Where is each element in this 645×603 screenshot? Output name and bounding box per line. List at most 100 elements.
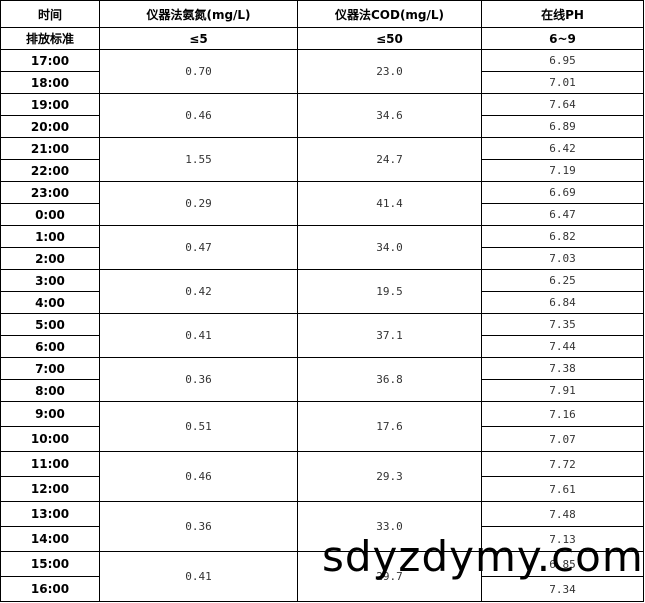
time-cell: 13:00 (0, 501, 100, 527)
ph-cell: 6.85 (481, 551, 644, 577)
ph-cell: 6.42 (481, 137, 644, 160)
standard-cell: 排放标准 (0, 27, 100, 50)
ph-cell: 7.01 (481, 71, 644, 94)
time-cell: 19:00 (0, 93, 100, 116)
ph-cell: 7.07 (481, 426, 644, 452)
cod-cell: 29.7 (297, 551, 482, 602)
ammonia-cell: 0.41 (99, 551, 298, 602)
ph-cell: 7.16 (481, 401, 644, 427)
ammonia-cell: 0.41 (99, 313, 298, 358)
ammonia-cell: 1.55 (99, 137, 298, 182)
header-cell: 时间 (0, 0, 100, 28)
data-row: 3:00 0.42 19.5 6.25 (0, 269, 644, 314)
cod-cell: 34.6 (297, 93, 482, 138)
time-cell: 20:00 (0, 115, 100, 138)
data-row: 19:00 0.46 34.6 7.64 (0, 93, 644, 138)
data-row: 17:00 0.70 23.0 6.95 (0, 49, 644, 94)
time-cell: 22:00 (0, 159, 100, 182)
ph-cell: 7.72 (481, 451, 644, 477)
standard-cell: ≤50 (297, 27, 482, 50)
cod-cell: 29.3 (297, 451, 482, 502)
time-cell: 7:00 (0, 357, 100, 380)
ph-cell: 7.91 (481, 379, 644, 402)
time-cell: 8:00 (0, 379, 100, 402)
time-cell: 21:00 (0, 137, 100, 160)
ph-cell: 7.44 (481, 335, 644, 358)
cod-cell: 41.4 (297, 181, 482, 226)
time-cell: 1:00 (0, 225, 100, 248)
ph-cell: 7.03 (481, 247, 644, 270)
ph-cell: 7.61 (481, 476, 644, 502)
ph-cell: 7.64 (481, 93, 644, 116)
ph-cell: 7.19 (481, 159, 644, 182)
data-row: 16:00 7.34 (0, 576, 644, 602)
ammonia-cell: 0.47 (99, 225, 298, 270)
cod-cell: 23.0 (297, 49, 482, 94)
ph-cell: 6.84 (481, 291, 644, 314)
data-row: 11:00 0.46 29.3 7.72 (0, 451, 644, 502)
data-row: 2:00 7.03 (0, 247, 644, 270)
time-cell: 0:00 (0, 203, 100, 226)
ph-cell: 6.25 (481, 269, 644, 292)
data-row: 22:00 7.19 (0, 159, 644, 182)
time-cell: 5:00 (0, 313, 100, 336)
cod-cell: 33.0 (297, 501, 482, 552)
cod-cell: 37.1 (297, 313, 482, 358)
header-cell: 仪器法氨氮(mg/L) (99, 0, 298, 28)
ph-cell: 6.95 (481, 49, 644, 72)
time-cell: 12:00 (0, 476, 100, 502)
data-row: 13:00 0.36 33.0 7.48 (0, 501, 644, 552)
cod-cell: 17.6 (297, 401, 482, 452)
data-row: 14:00 7.13 (0, 526, 644, 552)
data-row: 10:00 7.07 (0, 426, 644, 452)
time-cell: 16:00 (0, 576, 100, 602)
data-row: 8:00 7.91 (0, 379, 644, 402)
watermark: sdyzdymy.com (322, 532, 644, 581)
ammonia-cell: 0.70 (99, 49, 298, 94)
cod-cell: 36.8 (297, 357, 482, 402)
time-cell: 9:00 (0, 401, 100, 427)
header-cell: 仪器法COD(mg/L) (297, 0, 482, 28)
data-row: 6:00 7.44 (0, 335, 644, 358)
cod-cell: 34.0 (297, 225, 482, 270)
time-cell: 4:00 (0, 291, 100, 314)
time-cell: 18:00 (0, 71, 100, 94)
standard-cell: ≤5 (99, 27, 298, 50)
header-cell: 在线PH (481, 0, 644, 28)
time-cell: 6:00 (0, 335, 100, 358)
time-cell: 17:00 (0, 49, 100, 72)
time-cell: 3:00 (0, 269, 100, 292)
ammonia-cell: 0.36 (99, 357, 298, 402)
time-cell: 11:00 (0, 451, 100, 477)
header-row: 时间 仪器法氨氮(mg/L) 仪器法COD(mg/L) 在线PH (0, 0, 644, 28)
ph-cell: 6.82 (481, 225, 644, 248)
ph-cell: 6.89 (481, 115, 644, 138)
data-row: 9:00 0.51 17.6 7.16 (0, 401, 644, 452)
data-row: 15:00 0.41 29.7 6.85 (0, 551, 644, 602)
ammonia-cell: 0.51 (99, 401, 298, 452)
time-cell: 2:00 (0, 247, 100, 270)
ammonia-cell: 0.29 (99, 181, 298, 226)
cod-cell: 24.7 (297, 137, 482, 182)
data-row: 1:00 0.47 34.0 6.82 (0, 225, 644, 270)
standard-row: 排放标准 ≤5 ≤50 6~9 (0, 27, 644, 50)
standard-cell: 6~9 (481, 27, 644, 50)
cod-cell: 19.5 (297, 269, 482, 314)
data-row: 5:00 0.41 37.1 7.35 (0, 313, 644, 358)
ph-cell: 7.34 (481, 576, 644, 602)
ph-cell: 7.38 (481, 357, 644, 380)
time-cell: 23:00 (0, 181, 100, 204)
ph-cell: 7.13 (481, 526, 644, 552)
time-cell: 15:00 (0, 551, 100, 577)
data-row: 23:00 0.29 41.4 6.69 (0, 181, 644, 226)
ammonia-cell: 0.36 (99, 501, 298, 552)
ph-cell: 6.69 (481, 181, 644, 204)
ph-cell: 7.48 (481, 501, 644, 527)
ph-cell: 7.35 (481, 313, 644, 336)
ph-cell: 6.47 (481, 203, 644, 226)
data-row: 7:00 0.36 36.8 7.38 (0, 357, 644, 402)
time-cell: 10:00 (0, 426, 100, 452)
data-row: 21:00 1.55 24.7 6.42 (0, 137, 644, 182)
